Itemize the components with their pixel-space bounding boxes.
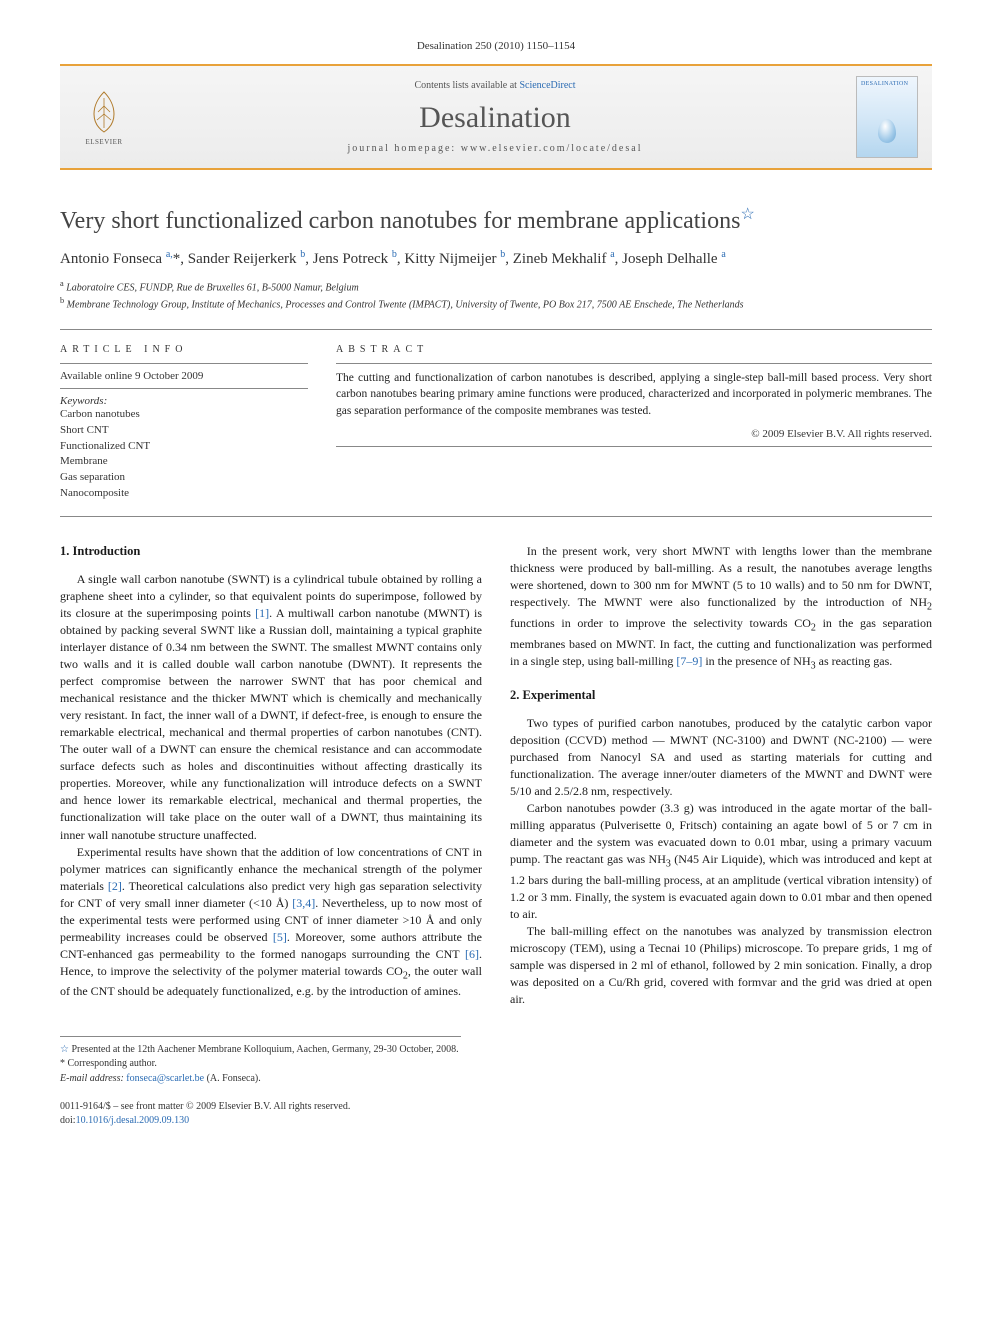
doi-link[interactable]: 10.1016/j.desal.2009.09.130 xyxy=(76,1115,190,1126)
title-footnote-marker: ☆ xyxy=(740,206,754,223)
keyword: Gas separation xyxy=(60,470,308,486)
water-drop-icon xyxy=(878,119,896,143)
contents-prefix: Contents lists available at xyxy=(414,80,519,91)
citation-link[interactable]: [2] xyxy=(108,879,122,893)
author-list: Antonio Fonseca a,*, Sander Reijerkerk b… xyxy=(60,249,932,268)
footnote-corresponding: * Corresponding author. xyxy=(60,1057,461,1072)
divider xyxy=(60,363,308,364)
homepage-prefix: journal homepage: xyxy=(348,143,461,154)
abstract-block: ABSTRACT The cutting and functionalizati… xyxy=(336,344,932,503)
citation-link[interactable]: [6] xyxy=(465,947,479,961)
sciencedirect-link[interactable]: ScienceDirect xyxy=(519,80,575,91)
contents-line: Contents lists available at ScienceDirec… xyxy=(148,80,842,91)
header-center: Contents lists available at ScienceDirec… xyxy=(148,80,842,154)
keywords-list: Carbon nanotubes Short CNT Functionalize… xyxy=(60,407,308,503)
divider xyxy=(60,516,932,517)
footnote-presented: ☆ Presented at the 12th Aachener Membran… xyxy=(60,1043,461,1058)
keyword: Membrane xyxy=(60,454,308,470)
footnotes: ☆ Presented at the 12th Aachener Membran… xyxy=(60,1036,461,1087)
abstract-label: ABSTRACT xyxy=(336,344,932,355)
homepage-line: journal homepage: www.elsevier.com/locat… xyxy=(148,143,842,154)
publisher-name: ELSEVIER xyxy=(85,138,122,146)
keyword: Carbon nanotubes xyxy=(60,407,308,423)
body-paragraph: A single wall carbon nanotube (SWNT) is … xyxy=(60,571,482,844)
keyword: Nanocomposite xyxy=(60,486,308,502)
footnote-email: E-mail address: fonseca@scarlet.be (A. F… xyxy=(60,1072,461,1087)
section-heading-intro: 1. Introduction xyxy=(60,543,482,561)
article-info-block: ARTICLE INFO Available online 9 October … xyxy=(60,344,308,503)
body-paragraph: The ball-milling effect on the nanotubes… xyxy=(510,923,932,1008)
keyword: Short CNT xyxy=(60,423,308,439)
page-footer: 0011-9164/$ – see front matter © 2009 El… xyxy=(60,1100,932,1128)
front-matter-line: 0011-9164/$ – see front matter © 2009 El… xyxy=(60,1100,932,1114)
citation-link[interactable]: [1] xyxy=(255,606,269,620)
affiliation-b: b Membrane Technology Group, Institute o… xyxy=(60,295,932,312)
article-title: Very short functionalized carbon nanotub… xyxy=(60,204,932,235)
journal-reference: Desalination 250 (2010) 1150–1154 xyxy=(60,40,932,52)
homepage-url: www.elsevier.com/locate/desal xyxy=(461,143,643,154)
body-paragraph: Experimental results have shown that the… xyxy=(60,844,482,1001)
article-info-label: ARTICLE INFO xyxy=(60,344,308,355)
available-online: Available online 9 October 2009 xyxy=(60,370,308,382)
divider xyxy=(336,363,932,364)
journal-cover-thumbnail: DESALINATION xyxy=(856,76,918,158)
abstract-text: The cutting and functionalization of car… xyxy=(336,370,932,420)
keyword: Functionalized CNT xyxy=(60,439,308,455)
cover-label: DESALINATION xyxy=(861,81,908,87)
doi-line: doi:10.1016/j.desal.2009.09.130 xyxy=(60,1114,932,1128)
body-paragraph: Two types of purified carbon nanotubes, … xyxy=(510,715,932,800)
journal-name: Desalination xyxy=(148,101,842,135)
star-icon: ☆ xyxy=(60,1044,69,1055)
divider xyxy=(336,446,932,447)
affiliation-a: a Laboratoire CES, FUNDP, Rue de Bruxell… xyxy=(60,278,932,295)
email-link[interactable]: fonseca@scarlet.be xyxy=(126,1073,204,1084)
body-columns: 1. Introduction A single wall carbon nan… xyxy=(60,543,932,1008)
keywords-label: Keywords: xyxy=(60,395,308,407)
section-heading-experimental: 2. Experimental xyxy=(510,687,932,705)
divider xyxy=(60,388,308,389)
citation-link[interactable]: [7–9] xyxy=(676,654,702,668)
title-text: Very short functionalized carbon nanotub… xyxy=(60,208,740,234)
elsevier-logo: ELSEVIER xyxy=(74,82,134,152)
body-paragraph: Carbon nanotubes powder (3.3 g) was intr… xyxy=(510,800,932,923)
body-paragraph: In the present work, very short MWNT wit… xyxy=(510,543,932,673)
affiliations: a Laboratoire CES, FUNDP, Rue de Bruxell… xyxy=(60,278,932,313)
tree-icon xyxy=(80,88,128,136)
abstract-copyright: © 2009 Elsevier B.V. All rights reserved… xyxy=(336,428,932,440)
journal-header-band: ELSEVIER Contents lists available at Sci… xyxy=(60,64,932,170)
citation-link[interactable]: [3,4] xyxy=(292,896,315,910)
citation-link[interactable]: [5] xyxy=(273,930,287,944)
divider xyxy=(60,329,932,330)
